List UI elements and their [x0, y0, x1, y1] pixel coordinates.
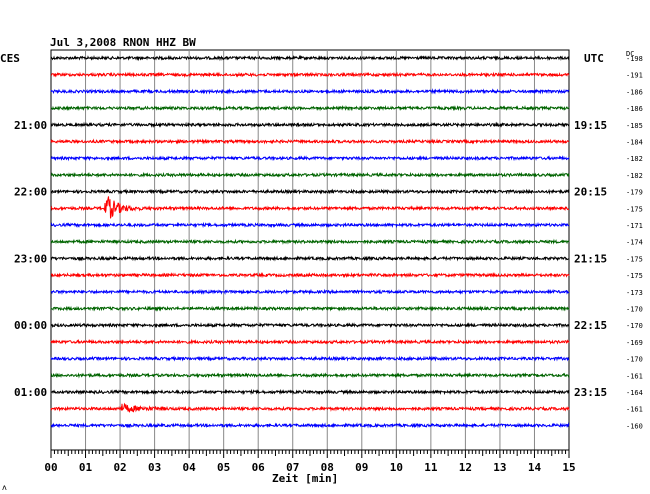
- seismic-trace: [50, 171, 570, 179]
- dc-offset-label: -170: [626, 322, 643, 330]
- dc-offset-label: -161: [626, 372, 643, 380]
- x-tick-label: 08: [321, 461, 334, 474]
- dc-offset-label: -161: [626, 406, 643, 414]
- dc-offset-label: -175: [626, 205, 643, 213]
- seismic-trace: [50, 422, 570, 429]
- x-tick-label: 04: [183, 461, 197, 474]
- seismic-trace: [50, 355, 570, 362]
- x-tick-label: 12: [459, 461, 472, 474]
- chart-title: Jul 3,2008 RNON HHZ BW: [50, 36, 196, 49]
- dc-offset-label: -160: [626, 422, 643, 430]
- dc-offset-label: -182: [626, 155, 643, 163]
- grid-lines: [50, 49, 570, 451]
- dc-offset-label: -186: [626, 88, 643, 96]
- dc-label: DC: [626, 50, 634, 58]
- x-tick-label: 14: [528, 461, 542, 474]
- x-tick-label: 01: [79, 461, 93, 474]
- dc-offset-label: -175: [626, 255, 643, 263]
- dc-offset-label: -179: [626, 189, 643, 197]
- x-tick-label: 13: [493, 461, 506, 474]
- dc-offset-label: -164: [626, 389, 643, 397]
- x-tick-label: 02: [113, 461, 126, 474]
- seismic-trace: [50, 196, 569, 219]
- dc-offset-label: -186: [626, 105, 643, 113]
- dc-offset-label: -170: [626, 306, 643, 314]
- side-labels: 21:00 22:00 23:00 00:00 01:00 19:15 20:15 21:15…: [14, 55, 643, 430]
- x-tick-label: 06: [252, 461, 266, 474]
- dc-offset-label: -191: [626, 72, 643, 80]
- seismic-trace: [50, 104, 570, 112]
- seismic-trace: [50, 138, 570, 145]
- seismic-trace: [50, 221, 570, 229]
- x-tick-label: 00: [44, 461, 57, 474]
- left-time-label: 21:00: [14, 119, 47, 132]
- x-tick-label: 15: [562, 461, 575, 474]
- dc-offset-label: -184: [626, 139, 643, 147]
- left-time-label: 23:00: [14, 252, 47, 265]
- right-time-label: 19:15: [574, 119, 607, 132]
- corner-mark: ʌ: [2, 483, 7, 492]
- dc-offset-label: -169: [626, 339, 643, 347]
- right-time-label: 23:15: [574, 386, 607, 399]
- right-time-label: 21:15: [574, 252, 607, 265]
- left-timezone-label: CES: [0, 52, 20, 65]
- right-timezone-label: UTC: [584, 52, 604, 65]
- dc-offset-label: -198: [626, 55, 643, 63]
- x-tick-label: 10: [390, 461, 403, 474]
- seismic-trace: [50, 121, 570, 129]
- right-time-label: 22:15: [574, 319, 607, 332]
- plot-frame: [50, 49, 570, 451]
- x-tick-label: 09: [355, 461, 368, 474]
- seismic-trace: [50, 322, 570, 329]
- x-tick-label: 05: [217, 461, 230, 474]
- dc-offset-label: -175: [626, 272, 643, 280]
- left-time-label: 22:00: [14, 186, 47, 199]
- seismic-trace: [50, 255, 570, 262]
- seismic-traces: [50, 54, 570, 429]
- seismic-trace: [50, 188, 570, 195]
- dc-offset-label: -170: [626, 356, 643, 364]
- seismic-trace: [50, 271, 570, 279]
- left-time-label: 01:00: [14, 386, 47, 399]
- seismic-trace: [50, 155, 570, 162]
- x-tick-label: 03: [148, 461, 161, 474]
- seismic-trace: [50, 372, 570, 379]
- seismic-trace: [51, 388, 570, 396]
- x-axis-label: Zeit [min]: [272, 472, 338, 485]
- dc-offset-label: -185: [626, 122, 643, 130]
- x-tick-label: 11: [424, 461, 438, 474]
- dc-offset-label: -173: [626, 289, 643, 297]
- seismic-trace: [50, 238, 570, 245]
- time-axis: 00 01 02 03 04 05 06 07 08 09 10 11 12 13 14 15: [44, 449, 576, 474]
- seismic-trace: [50, 305, 570, 312]
- seismic-trace: [50, 338, 570, 346]
- seismic-trace: [50, 402, 570, 413]
- dc-offset-label: -171: [626, 222, 643, 230]
- right-time-label: 20:15: [574, 186, 607, 199]
- seismic-trace: [50, 88, 570, 95]
- x-tick-label: 07: [286, 461, 299, 474]
- dc-offset-label: -174: [626, 239, 643, 247]
- dc-offset-label: -182: [626, 172, 643, 180]
- left-time-label: 00:00: [14, 319, 47, 332]
- seismic-trace: [51, 288, 570, 295]
- seismic-trace: [50, 71, 570, 78]
- seismic-trace: [50, 54, 570, 62]
